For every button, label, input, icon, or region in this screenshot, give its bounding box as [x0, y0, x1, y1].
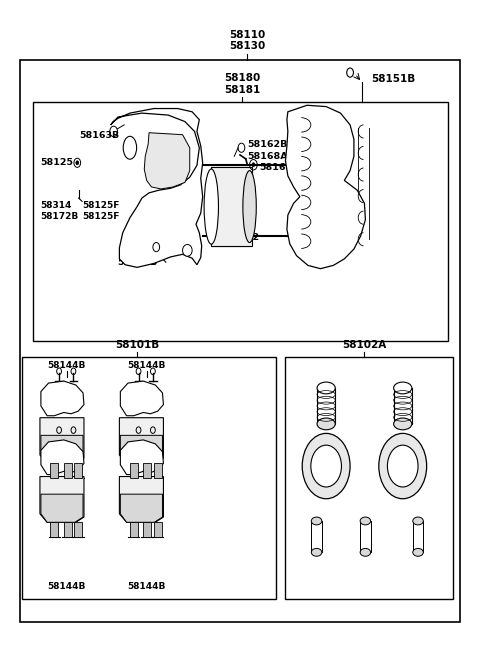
Circle shape — [387, 445, 418, 487]
Circle shape — [76, 161, 79, 165]
Text: 58125F: 58125F — [82, 212, 120, 221]
Polygon shape — [120, 418, 163, 464]
Bar — [50, 522, 58, 536]
Polygon shape — [40, 477, 84, 522]
Bar — [144, 464, 151, 478]
Polygon shape — [120, 381, 163, 416]
Text: 58112: 58112 — [227, 233, 260, 242]
Bar — [74, 522, 82, 536]
Polygon shape — [40, 418, 84, 464]
Text: 58144B: 58144B — [48, 361, 86, 370]
Polygon shape — [111, 109, 203, 267]
Bar — [360, 521, 371, 552]
Ellipse shape — [312, 517, 322, 525]
Ellipse shape — [123, 136, 137, 159]
Polygon shape — [120, 436, 162, 464]
Ellipse shape — [413, 517, 423, 525]
Bar — [22, 357, 276, 599]
Bar — [144, 522, 151, 536]
Text: 58101B: 58101B — [115, 340, 159, 350]
Bar — [312, 521, 322, 552]
Text: 58125: 58125 — [40, 159, 73, 167]
Ellipse shape — [360, 517, 371, 525]
Polygon shape — [120, 440, 163, 475]
Text: 58102A: 58102A — [342, 340, 386, 350]
Text: 58162B: 58162B — [247, 140, 288, 149]
Polygon shape — [144, 133, 190, 189]
Ellipse shape — [243, 171, 256, 242]
Text: 58144B: 58144B — [128, 361, 166, 370]
Bar — [64, 522, 72, 536]
Circle shape — [252, 163, 255, 167]
Bar — [154, 464, 161, 478]
Text: 58144B: 58144B — [128, 582, 166, 591]
Bar — [130, 522, 138, 536]
Polygon shape — [120, 477, 163, 522]
Text: 58151B: 58151B — [372, 74, 416, 84]
Polygon shape — [41, 436, 83, 464]
Text: 58180: 58180 — [224, 73, 261, 83]
Polygon shape — [286, 105, 365, 269]
Bar — [50, 464, 58, 478]
Ellipse shape — [204, 169, 218, 244]
Bar — [394, 388, 412, 424]
Text: 58181: 58181 — [224, 84, 261, 94]
Text: 58125F: 58125F — [82, 202, 120, 210]
Ellipse shape — [394, 382, 412, 394]
Bar — [211, 168, 252, 246]
Ellipse shape — [413, 548, 423, 556]
Bar — [413, 521, 423, 552]
Circle shape — [379, 434, 427, 498]
Text: 58144B: 58144B — [48, 582, 86, 591]
Polygon shape — [41, 494, 83, 522]
Text: 58168A: 58168A — [247, 152, 288, 160]
Text: 58110: 58110 — [229, 29, 265, 40]
Text: 58130: 58130 — [229, 41, 265, 52]
Bar — [20, 60, 460, 622]
Circle shape — [302, 434, 350, 498]
Ellipse shape — [317, 418, 335, 430]
Polygon shape — [41, 381, 84, 416]
Bar — [64, 464, 72, 478]
Bar — [286, 357, 453, 599]
Text: 58172B: 58172B — [40, 212, 78, 221]
Polygon shape — [41, 440, 84, 475]
Ellipse shape — [312, 548, 322, 556]
Bar — [317, 388, 335, 424]
Text: 58161B: 58161B — [117, 257, 157, 267]
Bar — [130, 464, 138, 478]
Bar — [33, 102, 448, 341]
Ellipse shape — [360, 548, 371, 556]
Bar — [154, 522, 161, 536]
Bar — [74, 464, 82, 478]
Ellipse shape — [317, 382, 335, 394]
Text: 58314: 58314 — [40, 202, 72, 210]
Circle shape — [311, 445, 341, 487]
Ellipse shape — [394, 418, 412, 430]
Text: 58164B: 58164B — [259, 163, 300, 172]
Text: 58163B: 58163B — [80, 132, 120, 140]
Ellipse shape — [182, 244, 192, 256]
Polygon shape — [120, 494, 162, 522]
